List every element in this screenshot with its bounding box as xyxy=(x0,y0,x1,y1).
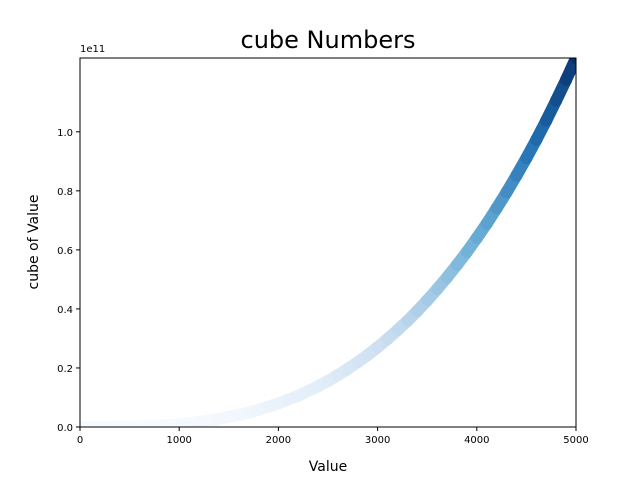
x-axis-label: Value xyxy=(309,459,347,475)
point xyxy=(212,413,225,426)
point xyxy=(292,389,305,402)
point xyxy=(341,362,354,375)
y-axis-label: cube of Value xyxy=(26,195,42,290)
x-tick-label: 3000 xyxy=(365,435,390,446)
x-tick-label: 0 xyxy=(77,435,83,446)
y-tick-label: 1.0 xyxy=(57,128,73,139)
y-tick-label: 0.4 xyxy=(57,305,73,316)
y-tick-label: 0.2 xyxy=(57,364,73,375)
point xyxy=(540,114,553,127)
x-tick-label: 4000 xyxy=(464,435,489,446)
point xyxy=(480,217,493,230)
point xyxy=(282,393,295,406)
point xyxy=(500,186,513,199)
point xyxy=(371,341,384,354)
point xyxy=(411,304,424,317)
point xyxy=(193,415,206,427)
point xyxy=(351,356,364,369)
point xyxy=(570,58,576,64)
point xyxy=(153,419,166,427)
x-tick-label: 2000 xyxy=(266,435,291,446)
point xyxy=(183,417,196,427)
point xyxy=(361,348,374,361)
point xyxy=(93,421,106,427)
plot-frame xyxy=(79,57,577,428)
point xyxy=(113,420,126,427)
point xyxy=(202,414,215,427)
point xyxy=(83,421,96,427)
y-tick-label: 0.0 xyxy=(57,423,73,434)
point xyxy=(302,384,315,397)
point xyxy=(163,418,176,427)
point xyxy=(401,315,414,328)
point xyxy=(133,420,146,427)
point xyxy=(252,403,265,416)
plot-area xyxy=(80,58,576,427)
point xyxy=(242,406,255,419)
point xyxy=(391,324,404,337)
point xyxy=(262,400,275,413)
point xyxy=(530,133,543,146)
point xyxy=(431,283,444,296)
point xyxy=(143,420,156,427)
y-tick-label: 0.6 xyxy=(57,246,73,257)
point xyxy=(331,369,344,382)
point xyxy=(441,271,454,284)
point xyxy=(450,258,463,271)
point xyxy=(312,380,325,393)
point xyxy=(560,73,573,86)
point xyxy=(520,152,533,165)
x-tick-label: 1000 xyxy=(166,435,191,446)
point xyxy=(123,420,136,427)
point xyxy=(550,94,563,107)
y-tick-label: 0.8 xyxy=(57,187,73,198)
point xyxy=(381,333,394,346)
point xyxy=(421,294,434,307)
point xyxy=(490,202,503,215)
point xyxy=(103,421,116,427)
x-tick-label: 5000 xyxy=(563,435,588,446)
point xyxy=(272,397,285,410)
chart-title: cube Numbers xyxy=(241,26,416,54)
point xyxy=(510,169,523,182)
point xyxy=(222,410,235,423)
y-offset-label: 1e11 xyxy=(80,44,105,55)
point xyxy=(470,232,483,245)
point xyxy=(232,408,245,421)
point xyxy=(322,374,334,387)
point xyxy=(173,418,186,427)
point xyxy=(460,245,473,258)
